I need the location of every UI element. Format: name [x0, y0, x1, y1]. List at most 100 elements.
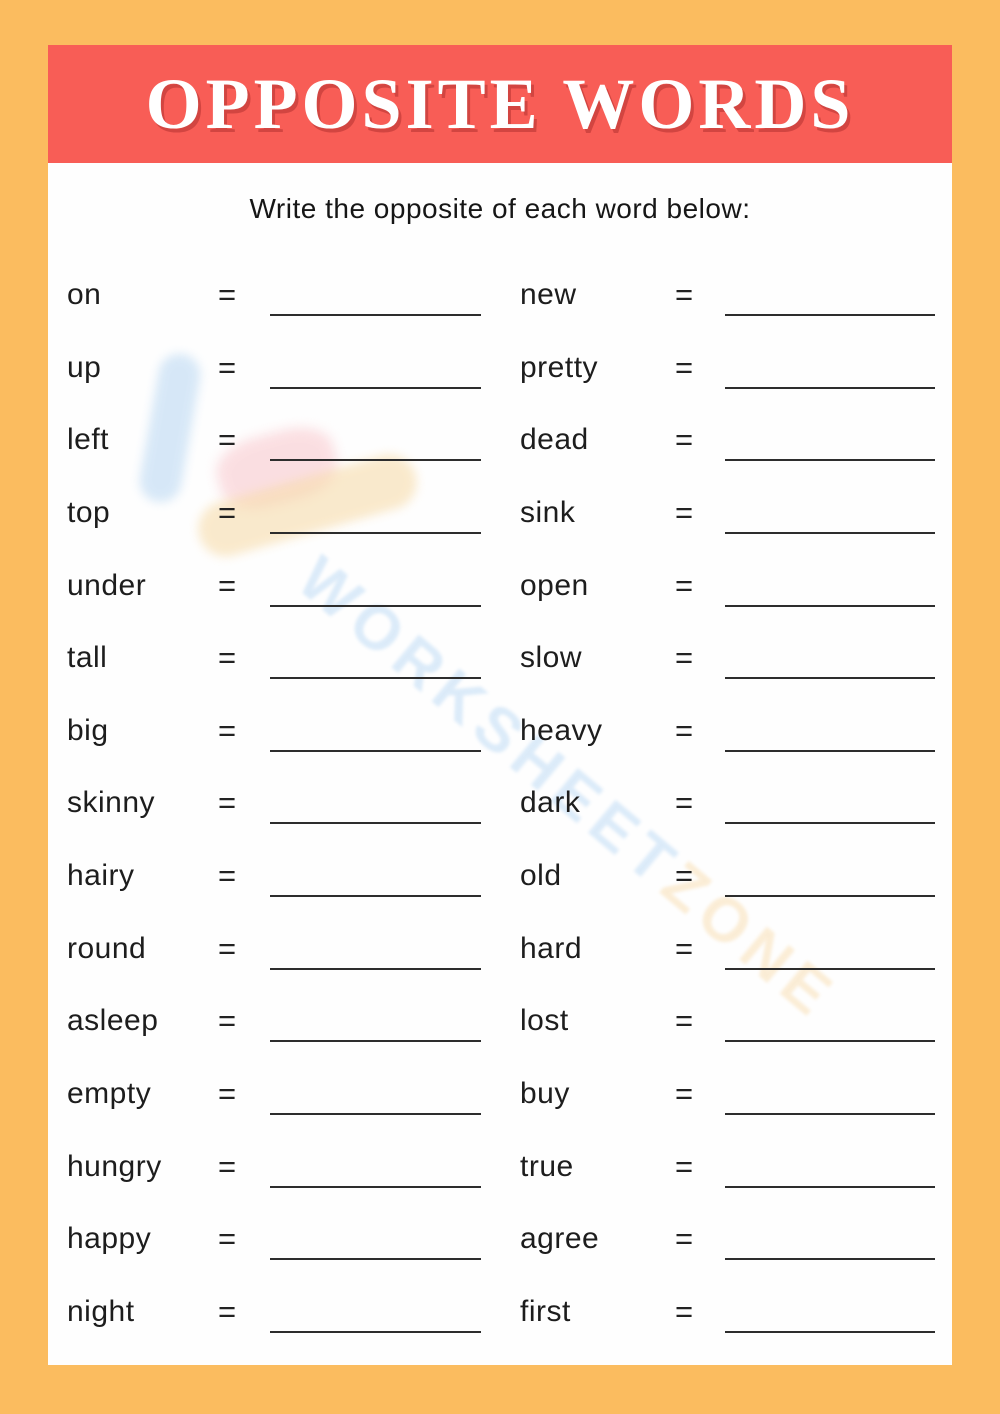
word-label: hard: [520, 931, 583, 965]
equals-sign: =: [218, 1221, 237, 1257]
word-label: tall: [67, 641, 108, 675]
word-label: dead: [520, 423, 589, 457]
equals-sign: =: [218, 640, 237, 676]
equals-sign: =: [675, 1003, 694, 1039]
word-label: top: [67, 495, 111, 529]
answer-blank[interactable]: [725, 967, 935, 970]
answer-blank[interactable]: [270, 677, 481, 680]
answer-blank[interactable]: [725, 1040, 935, 1043]
answer-blank[interactable]: [725, 1258, 935, 1261]
answer-blank[interactable]: [725, 822, 935, 825]
equals-sign: =: [675, 858, 694, 893]
word-row: tall =: [67, 633, 500, 706]
equals-sign: =: [218, 1148, 237, 1184]
word-label: lost: [520, 1004, 569, 1038]
equals-sign: =: [675, 712, 694, 748]
equals-sign: =: [675, 349, 694, 385]
word-row: empty =: [67, 1069, 500, 1142]
answer-blank[interactable]: [725, 1185, 935, 1188]
answer-blank[interactable]: [270, 1112, 481, 1115]
word-label: agree: [520, 1222, 600, 1256]
answer-blank[interactable]: [270, 967, 481, 970]
word-label: skinny: [67, 786, 156, 820]
word-label: new: [520, 278, 577, 311]
equals-sign: =: [675, 930, 694, 966]
word-row: round =: [67, 924, 500, 997]
word-row: happy =: [67, 1214, 500, 1287]
answer-blank[interactable]: [270, 1330, 481, 1333]
word-label: big: [67, 713, 109, 747]
word-column-right: new = pretty = dead = sink = open = slow…: [520, 270, 935, 1359]
answer-blank[interactable]: [270, 531, 481, 534]
answer-blank[interactable]: [725, 677, 935, 680]
answer-blank[interactable]: [270, 749, 481, 752]
equals-sign: =: [218, 785, 237, 821]
title-banner: OPPOSITE WORDS: [48, 45, 952, 163]
word-row: asleep =: [67, 996, 500, 1069]
equals-sign: =: [218, 277, 237, 312]
word-row: true =: [520, 1142, 935, 1215]
equals-sign: =: [218, 930, 237, 966]
word-row: dead =: [520, 415, 935, 488]
word-label: night: [67, 1294, 135, 1328]
word-label: pretty: [520, 350, 599, 384]
equals-sign: =: [675, 1075, 694, 1111]
word-label: happy: [67, 1222, 152, 1256]
answer-blank[interactable]: [725, 314, 935, 316]
equals-sign: =: [675, 1221, 694, 1257]
word-row: on =: [67, 270, 500, 343]
word-row: slow =: [520, 633, 935, 706]
word-label: heavy: [520, 713, 603, 747]
equals-sign: =: [218, 858, 237, 893]
equals-sign: =: [218, 422, 237, 458]
answer-blank[interactable]: [725, 1112, 935, 1115]
answer-blank[interactable]: [270, 459, 481, 462]
equals-sign: =: [675, 277, 694, 312]
equals-sign: =: [218, 1075, 237, 1111]
word-label: true: [520, 1149, 574, 1183]
word-label: buy: [520, 1076, 570, 1110]
word-label: empty: [67, 1076, 152, 1110]
answer-blank[interactable]: [270, 604, 481, 607]
equals-sign: =: [675, 567, 694, 603]
word-label: round: [67, 931, 147, 965]
equals-sign: =: [218, 349, 237, 385]
answer-blank[interactable]: [725, 604, 935, 607]
word-label: hairy: [67, 859, 135, 892]
word-label: sink: [520, 495, 576, 529]
answer-blank[interactable]: [270, 822, 481, 825]
answer-blank[interactable]: [270, 314, 481, 316]
word-label: asleep: [67, 1004, 159, 1038]
word-label: under: [67, 568, 147, 602]
answer-blank[interactable]: [270, 386, 481, 389]
answer-blank[interactable]: [270, 1258, 481, 1261]
equals-sign: =: [675, 640, 694, 676]
answer-blank[interactable]: [725, 531, 935, 534]
word-label: on: [67, 278, 102, 311]
equals-sign: =: [675, 422, 694, 458]
word-row: pretty =: [520, 343, 935, 416]
word-row: hairy =: [67, 851, 500, 924]
word-row: up =: [67, 343, 500, 416]
equals-sign: =: [675, 494, 694, 530]
answer-blank[interactable]: [725, 386, 935, 389]
word-label: hungry: [67, 1149, 162, 1183]
answer-blank[interactable]: [725, 1330, 935, 1333]
word-row: hungry =: [67, 1142, 500, 1215]
answer-blank[interactable]: [270, 1040, 481, 1043]
answer-blank[interactable]: [725, 749, 935, 752]
word-row: top =: [67, 488, 500, 561]
answer-blank[interactable]: [270, 895, 481, 897]
word-row: sink =: [520, 488, 935, 561]
word-row: first =: [520, 1287, 935, 1360]
answer-blank[interactable]: [725, 895, 935, 897]
word-label: up: [67, 350, 102, 384]
equals-sign: =: [218, 494, 237, 530]
equals-sign: =: [218, 1003, 237, 1039]
answer-blank[interactable]: [725, 459, 935, 462]
word-row: hard =: [520, 924, 935, 997]
instruction-text: Write the opposite of each word below:: [249, 193, 751, 224]
word-row: buy =: [520, 1069, 935, 1142]
word-label: dark: [520, 786, 581, 820]
answer-blank[interactable]: [270, 1185, 481, 1188]
